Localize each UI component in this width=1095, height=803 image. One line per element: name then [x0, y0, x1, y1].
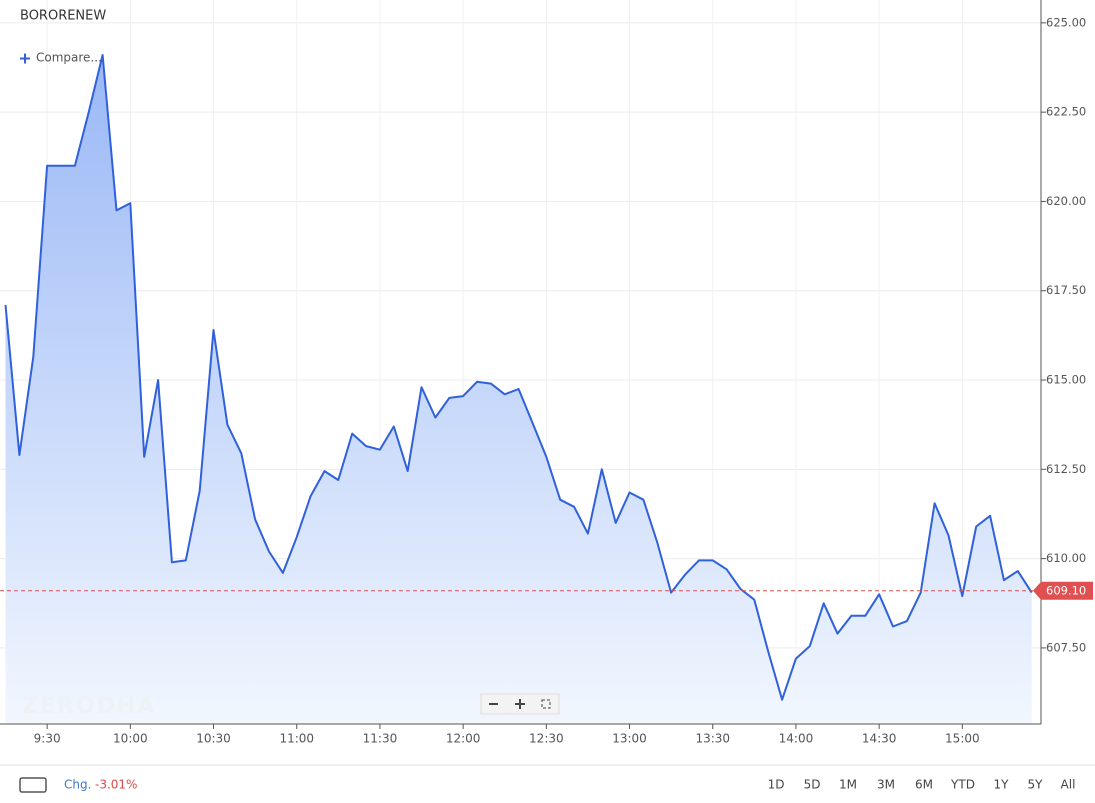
compare-label[interactable]: Compare...	[36, 51, 102, 65]
y-tick-label: 612.50	[1046, 462, 1086, 476]
change-value: -3.01%	[95, 778, 137, 792]
y-tick-label: 622.50	[1046, 105, 1086, 119]
y-tick-label: 617.50	[1046, 283, 1086, 297]
x-tick-label: 10:00	[113, 732, 148, 746]
watermark: ZERODHA	[22, 694, 156, 719]
x-tick-label: 15:00	[945, 732, 980, 746]
x-tick-label: 12:30	[529, 732, 564, 746]
x-tick-label: 13:30	[695, 732, 730, 746]
x-tick-label: 12:00	[446, 732, 481, 746]
y-tick-label: 615.00	[1046, 373, 1086, 387]
zoom-controls	[480, 693, 560, 715]
fullscreen[interactable]	[541, 699, 551, 709]
range-button[interactable]: YTD	[950, 778, 975, 792]
range-button[interactable]: 1M	[839, 778, 857, 792]
range-button[interactable]: 5D	[804, 778, 821, 792]
chart-title: BORORENEW	[20, 9, 106, 24]
compare-button[interactable]: Compare...	[20, 51, 102, 65]
x-tick-label: 13:00	[612, 732, 647, 746]
price-line	[4, 54, 1033, 701]
y-tick-label: 625.00	[1046, 15, 1086, 29]
range-button[interactable]: 1D	[768, 778, 785, 792]
range-button[interactable]: 6M	[915, 778, 933, 792]
change-label: Chg.	[64, 778, 91, 792]
y-tick-label: 607.50	[1046, 640, 1086, 654]
range-button[interactable]: 1Y	[994, 778, 1010, 792]
last-price-tag	[1033, 581, 1093, 600]
x-tick-label: 14:00	[779, 732, 814, 746]
range-button[interactable]: 5Y	[1028, 778, 1044, 792]
last-price-label: 609.10	[1046, 583, 1086, 597]
x-tick-label: 11:30	[363, 732, 398, 746]
x-tick-label: 11:00	[279, 732, 314, 746]
zoom-in[interactable]	[515, 699, 525, 709]
x-tick-label: 14:30	[862, 732, 897, 746]
y-tick-label: 620.00	[1046, 194, 1086, 208]
x-tick-label: 10:30	[196, 732, 231, 746]
keyboard-icon[interactable]	[19, 777, 47, 793]
y-tick-label: 610.00	[1046, 551, 1086, 565]
range-button[interactable]: 3M	[877, 778, 895, 792]
x-tick-label: 9:30	[34, 732, 61, 746]
range-button[interactable]: All	[1061, 778, 1076, 792]
